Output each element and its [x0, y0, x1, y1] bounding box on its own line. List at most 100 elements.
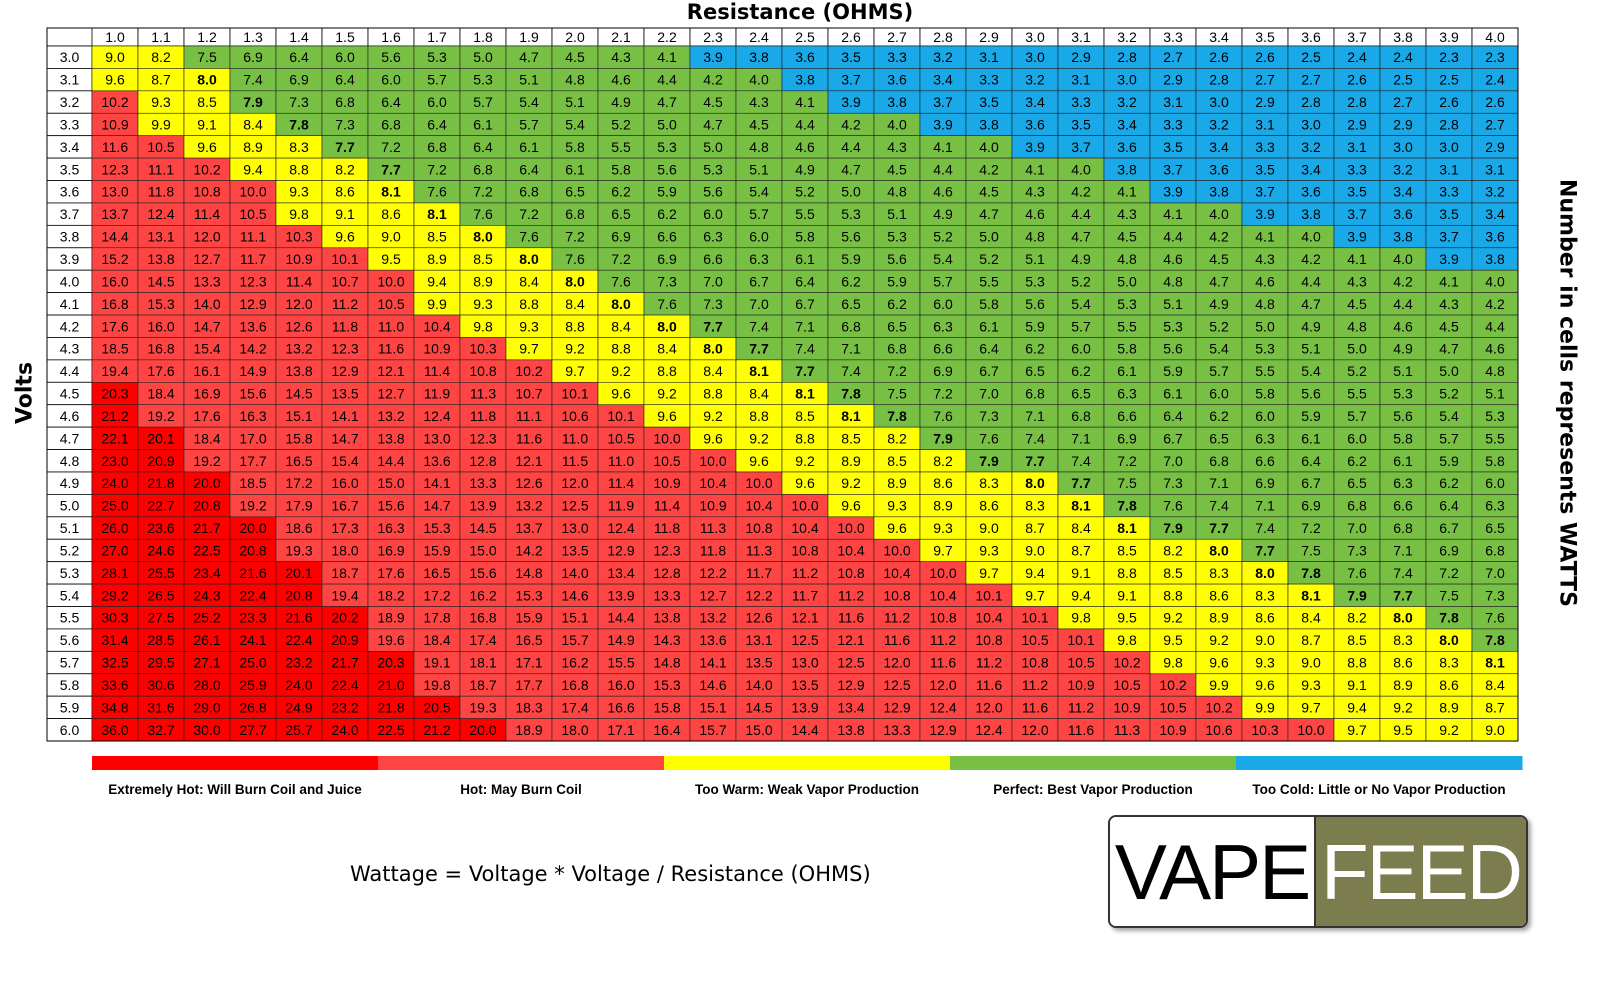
heatmap-cell-value: 6.2 — [1439, 475, 1459, 491]
heatmap-cell-value: 21.8 — [377, 699, 404, 715]
heatmap-cell-value: 7.3 — [703, 296, 723, 312]
heatmap-cell-value: 6.3 — [703, 229, 723, 245]
heatmap-cell-value: 8.1 — [1117, 520, 1137, 536]
heatmap-cell-value: 8.8 — [1163, 587, 1183, 603]
column-header-label: 2.1 — [611, 29, 631, 45]
heatmap-cell-value: 11.6 — [378, 341, 404, 357]
heatmap-cell-value: 4.5 — [1439, 318, 1459, 334]
column-header-label: 3.8 — [1393, 29, 1413, 45]
heatmap-cell-value: 6.5 — [565, 184, 585, 200]
heatmap-cell-value: 7.6 — [1347, 565, 1367, 581]
heatmap-cell-value: 4.8 — [1485, 363, 1505, 379]
heatmap-cell-value: 15.8 — [653, 699, 680, 715]
heatmap-cell-value: 3.3 — [1255, 139, 1275, 155]
heatmap-cell-value: 16.9 — [377, 542, 404, 558]
heatmap-cell-value: 9.8 — [1071, 610, 1091, 626]
heatmap-cell-value: 7.1 — [1071, 430, 1091, 446]
heatmap-cell-value: 13.4 — [607, 565, 634, 581]
heatmap-cell-value: 10.1 — [331, 251, 358, 267]
heatmap-cell-value: 26.8 — [239, 699, 266, 715]
heatmap-cell-value: 21.6 — [239, 565, 266, 581]
heatmap-cell-value: 4.2 — [1393, 273, 1413, 289]
heatmap-cell-value: 5.5 — [795, 206, 815, 222]
heatmap-cell-value: 14.5 — [147, 273, 174, 289]
heatmap-cell-value: 20.8 — [285, 587, 312, 603]
row-header-label: 5.8 — [60, 677, 80, 693]
heatmap-cell-value: 4.6 — [1255, 273, 1275, 289]
heatmap-cell-value: 13.3 — [653, 587, 680, 603]
column-header-label: 3.1 — [1071, 29, 1091, 45]
heatmap-cell-value: 3.1 — [1163, 94, 1183, 110]
heatmap-cell-value: 22.5 — [377, 722, 404, 738]
heatmap-cell-value: 3.7 — [841, 72, 861, 88]
heatmap-cell-value: 5.7 — [427, 72, 447, 88]
heatmap-cell-value: 7.9 — [933, 430, 953, 446]
heatmap-cell-value: 6.0 — [933, 296, 953, 312]
heatmap-cell-value: 6.3 — [749, 251, 769, 267]
heatmap-cell-value: 15.0 — [745, 722, 772, 738]
column-header-label: 2.9 — [979, 29, 999, 45]
heatmap-cell-value: 17.8 — [423, 610, 450, 626]
heatmap-cell-value: 12.1 — [377, 363, 404, 379]
row-header-label: 4.1 — [60, 296, 80, 312]
heatmap-cell-value: 6.5 — [1347, 475, 1367, 491]
heatmap-cell-value: 6.8 — [1393, 520, 1413, 536]
heatmap-cell-value: 14.5 — [745, 699, 772, 715]
heatmap-cell-value: 3.7 — [1347, 206, 1367, 222]
heatmap-cell-value: 9.3 — [1301, 677, 1321, 693]
heatmap-cell-value: 33.6 — [101, 677, 128, 693]
heatmap-cell-value: 7.6 — [519, 229, 539, 245]
row-header-label: 3.8 — [60, 229, 80, 245]
heatmap-cell-value: 12.5 — [791, 632, 818, 648]
heatmap-cell-value: 6.7 — [1163, 430, 1183, 446]
heatmap-cell-value: 9.0 — [979, 520, 999, 536]
heatmap-cell-value: 10.4 — [929, 587, 956, 603]
heatmap-cell-value: 11.6 — [1068, 722, 1094, 738]
heatmap-cell-value: 9.1 — [335, 206, 355, 222]
heatmap-cell-value: 7.2 — [933, 386, 953, 402]
heatmap-cell-value: 12.1 — [515, 453, 542, 469]
heatmap-cell-value: 5.1 — [565, 94, 585, 110]
heatmap-cell-value: 30.6 — [147, 677, 174, 693]
heatmap-cell-value: 16.6 — [607, 699, 634, 715]
heatmap-cell-value: 5.0 — [1439, 363, 1459, 379]
heatmap-cell-value: 14.3 — [653, 632, 680, 648]
heatmap-cell-value: 13.5 — [331, 386, 358, 402]
heatmap-cell-value: 16.2 — [469, 587, 496, 603]
heatmap-cell-value: 13.9 — [469, 498, 496, 514]
heatmap-cell-value: 5.7 — [473, 94, 493, 110]
heatmap-cell-value: 7.7 — [795, 363, 815, 379]
heatmap-cell-value: 8.7 — [1025, 520, 1045, 536]
heatmap-cell-value: 11.4 — [654, 498, 680, 514]
heatmap-cell-value: 2.7 — [1485, 116, 1505, 132]
heatmap-cell-value: 4.3 — [611, 49, 631, 65]
heatmap-cell-value: 6.7 — [795, 296, 815, 312]
heatmap-cell-value: 4.9 — [1393, 341, 1413, 357]
heatmap-cell-value: 8.6 — [381, 206, 401, 222]
heatmap-cell-value: 21.6 — [285, 610, 312, 626]
heatmap-cell-value: 7.7 — [1025, 453, 1045, 469]
heatmap-cell-value: 19.4 — [331, 587, 358, 603]
heatmap-cell-value: 23.2 — [285, 655, 312, 671]
heatmap-cell-value: 8.0 — [611, 296, 631, 312]
vapefeed-logo: VAPE FEED — [1108, 815, 1528, 928]
heatmap-cell-value: 3.9 — [1163, 184, 1183, 200]
heatmap-cell-value: 9.7 — [565, 363, 585, 379]
heatmap-cell-value: 20.3 — [101, 386, 128, 402]
heatmap-cell-value: 11.4 — [424, 363, 450, 379]
heatmap-cell-value: 8.3 — [1439, 655, 1459, 671]
heatmap-cell-value: 3.3 — [1163, 116, 1183, 132]
heatmap-cell-value: 11.6 — [516, 430, 542, 446]
row-header-label: 4.7 — [60, 430, 80, 446]
heatmap-cell-value: 13.2 — [285, 341, 312, 357]
heatmap-cell-value: 9.1 — [1347, 677, 1367, 693]
heatmap-cell-value: 11.3 — [470, 386, 496, 402]
heatmap-cell-value: 4.6 — [1163, 251, 1183, 267]
heatmap-cell-value: 10.9 — [1067, 677, 1094, 693]
heatmap-cell-value: 6.8 — [519, 184, 539, 200]
heatmap-cell-value: 6.0 — [749, 229, 769, 245]
heatmap-cell-value: 15.9 — [423, 542, 450, 558]
heatmap-cell-value: 3.9 — [1255, 206, 1275, 222]
heatmap-cell-value: 4.6 — [933, 184, 953, 200]
heatmap-cell-value: 7.2 — [381, 139, 401, 155]
